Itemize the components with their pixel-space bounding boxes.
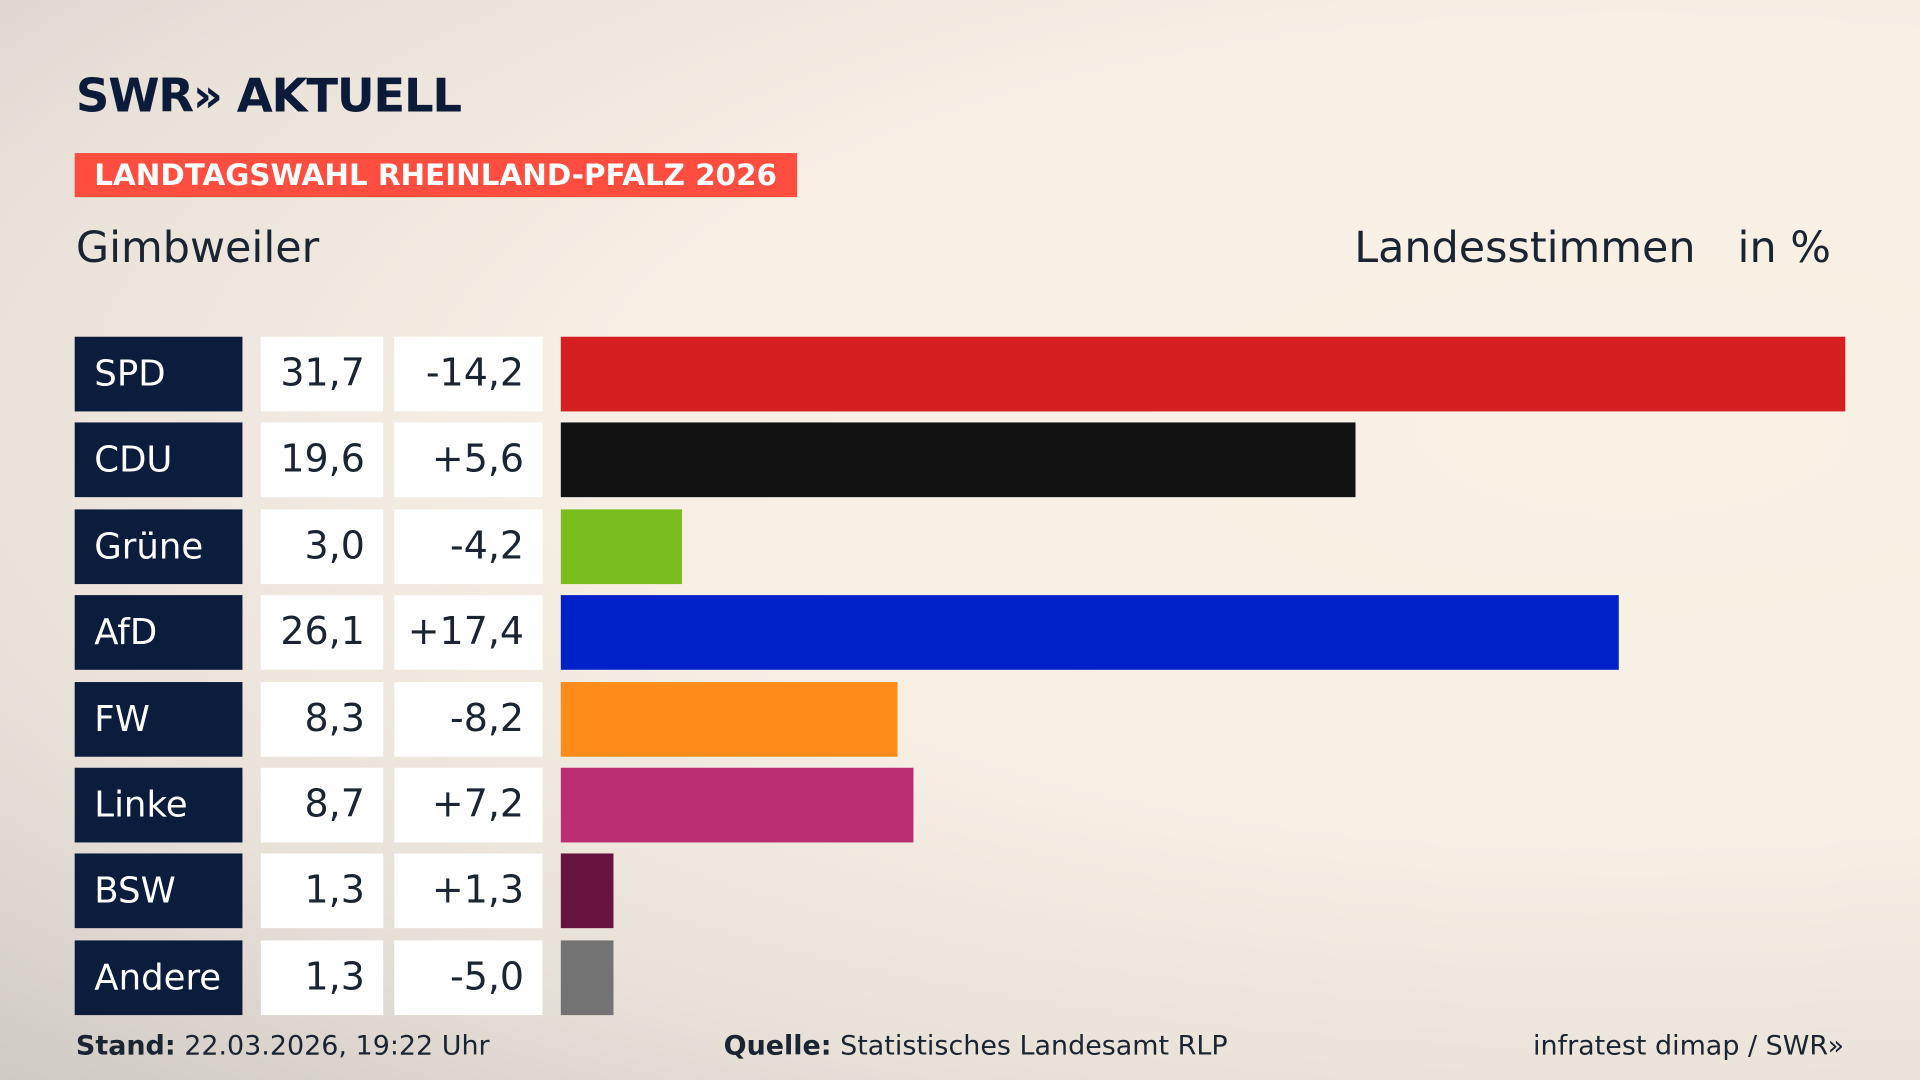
party-label: Andere	[74, 940, 243, 1015]
party-row: Andere 1,3 -5,0	[0, 940, 1920, 1015]
party-row: Linke 8,7 +7,2	[0, 767, 1920, 843]
stand-value: 22.03.2026, 19:22 Uhr	[184, 1031, 490, 1062]
value-label: 31,7	[260, 336, 384, 412]
election-tag: LANDTAGSWAHL RHEINLAND-PFALZ 2026	[74, 153, 797, 198]
value-label: 26,1	[260, 595, 384, 671]
timestamp: Stand: 22.03.2026, 19:22 Uhr	[76, 1031, 490, 1062]
party-label: FW	[74, 681, 243, 757]
value-label: 8,3	[260, 681, 384, 757]
party-label: Grüne	[74, 509, 243, 584]
change-label: +17,4	[394, 595, 543, 671]
party-row: FW 8,3 -8,2	[0, 681, 1920, 757]
bar-fw	[560, 681, 898, 757]
value-label: 1,3	[260, 940, 384, 1015]
change-label: -5,0	[394, 940, 543, 1015]
unit-label: in %	[1737, 224, 1831, 274]
party-label: SPD	[74, 336, 243, 412]
bar-spd	[560, 336, 1846, 412]
bar-afd	[560, 595, 1619, 671]
value-label: 3,0	[260, 509, 384, 584]
party-row: Grüne 3,0 -4,2	[0, 509, 1920, 584]
source-label: Quelle:	[723, 1031, 832, 1062]
party-row: BSW 1,3 +1,3	[0, 853, 1920, 929]
vote-type-label: Landesstimmen	[1354, 224, 1696, 274]
change-label: +5,6	[394, 422, 543, 498]
bar-bsw	[560, 853, 614, 929]
source-value: Statistisches Landesamt RLP	[840, 1031, 1228, 1062]
credit: infratest dimap / SWR»	[1533, 1031, 1845, 1062]
place-title: Gimbweiler	[75, 224, 320, 274]
change-label: -14,2	[394, 336, 543, 412]
change-label: -8,2	[394, 681, 543, 757]
source: Quelle: Statistisches Landesamt RLP	[724, 1031, 1228, 1062]
bar-andere	[560, 940, 614, 1015]
value-label: 8,7	[260, 767, 384, 843]
bar-linke	[560, 767, 914, 843]
party-row: AfD 26,1 +17,4	[0, 595, 1920, 671]
party-label: AfD	[74, 595, 243, 671]
bar-cdu	[560, 422, 1355, 498]
party-row: CDU 19,6 +5,6	[0, 422, 1920, 498]
party-row: SPD 31,7 -14,2	[0, 336, 1920, 412]
swr-aktuell-logo: SWR» AKTUELL	[75, 68, 462, 123]
party-label: CDU	[74, 422, 243, 498]
bar-grüne	[560, 509, 683, 584]
party-label: BSW	[74, 853, 243, 929]
party-label: Linke	[74, 767, 243, 843]
value-label: 19,6	[260, 422, 384, 498]
value-label: 1,3	[260, 853, 384, 929]
change-label: +1,3	[394, 853, 543, 929]
change-label: -4,2	[394, 509, 543, 584]
stand-label: Stand:	[75, 1031, 176, 1062]
change-label: +7,2	[394, 767, 543, 843]
